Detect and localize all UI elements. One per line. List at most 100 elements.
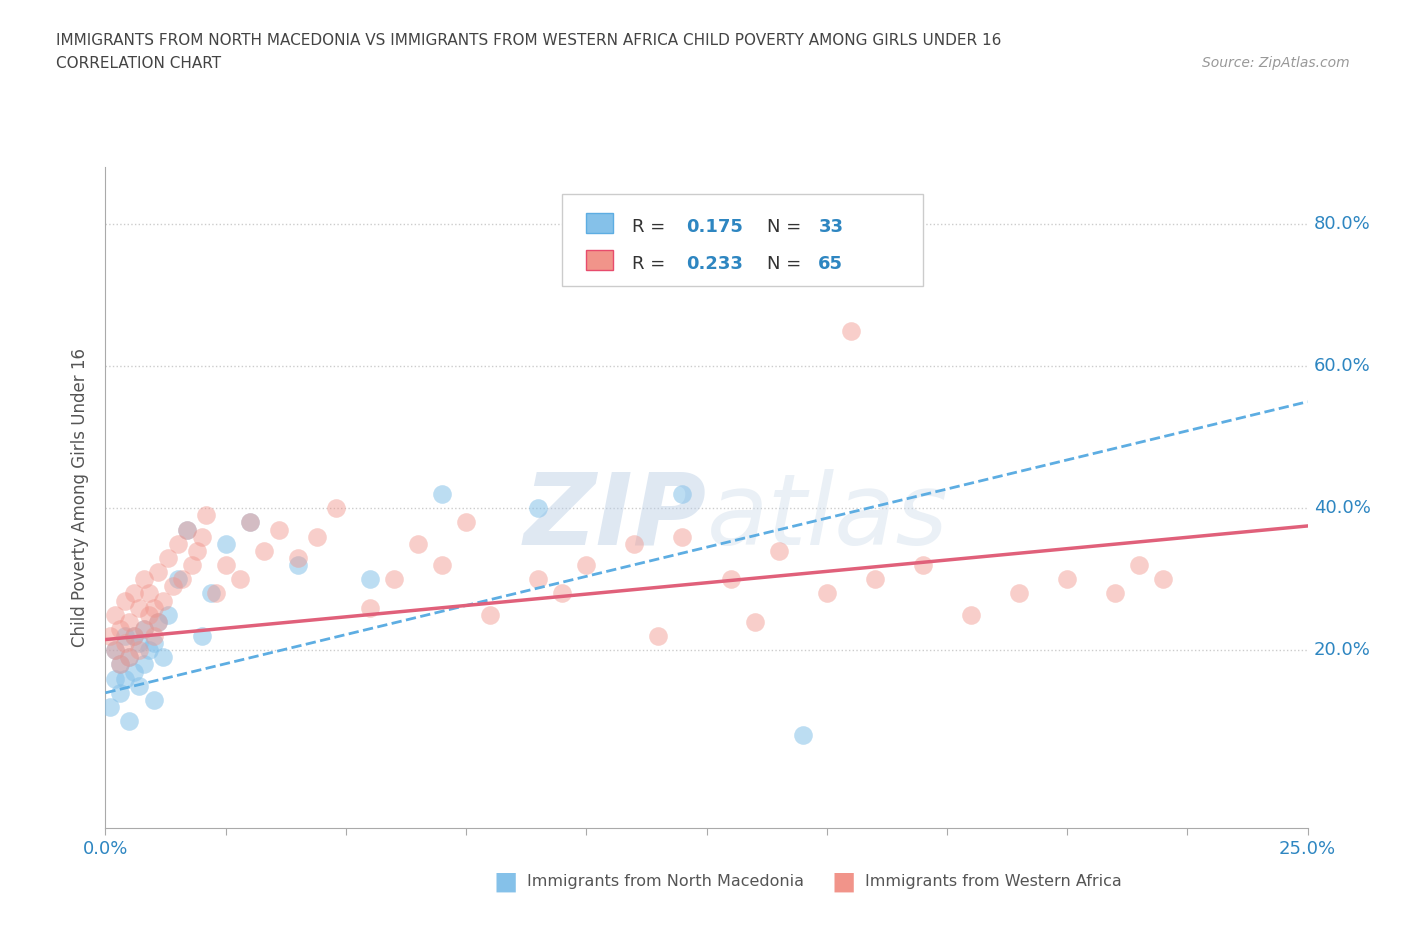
Point — [114, 593, 136, 608]
Text: 20.0%: 20.0% — [1313, 641, 1371, 659]
Point — [108, 685, 131, 700]
Text: 33: 33 — [818, 218, 844, 235]
Text: 60.0%: 60.0% — [1313, 357, 1371, 375]
Point — [148, 615, 170, 630]
Point — [406, 537, 429, 551]
Point — [911, 558, 934, 573]
Point — [214, 558, 236, 573]
Point — [454, 515, 477, 530]
Point — [623, 537, 645, 551]
Point — [142, 693, 165, 708]
Point — [479, 607, 502, 622]
Point — [128, 600, 150, 615]
Text: R =: R = — [631, 255, 671, 272]
Point — [142, 600, 165, 615]
Text: CORRELATION CHART: CORRELATION CHART — [56, 56, 221, 71]
Text: 0.175: 0.175 — [686, 218, 742, 235]
Point — [132, 657, 155, 671]
Point — [98, 629, 121, 644]
Point — [124, 664, 146, 679]
Text: atlas: atlas — [707, 469, 948, 565]
Text: IMMIGRANTS FROM NORTH MACEDONIA VS IMMIGRANTS FROM WESTERN AFRICA CHILD POVERTY : IMMIGRANTS FROM NORTH MACEDONIA VS IMMIG… — [56, 33, 1001, 47]
Point — [124, 629, 146, 644]
Point — [287, 551, 309, 565]
Point — [839, 324, 862, 339]
Text: 65: 65 — [818, 255, 844, 272]
Point — [142, 629, 165, 644]
Point — [671, 486, 693, 501]
Point — [118, 650, 141, 665]
Point — [128, 643, 150, 658]
Point — [181, 558, 204, 573]
Point — [382, 572, 405, 587]
Point — [118, 650, 141, 665]
Point — [305, 529, 328, 544]
Point — [132, 621, 155, 636]
Point — [815, 586, 838, 601]
Point — [359, 572, 381, 587]
Point — [267, 522, 290, 537]
Point — [1128, 558, 1150, 573]
Point — [132, 621, 155, 636]
Point — [205, 586, 228, 601]
Point — [114, 671, 136, 686]
Text: Source: ZipAtlas.com: Source: ZipAtlas.com — [1202, 56, 1350, 70]
Point — [239, 515, 262, 530]
Point — [118, 713, 141, 728]
Point — [214, 537, 236, 551]
Point — [128, 636, 150, 651]
Point — [527, 500, 550, 515]
Point — [152, 593, 174, 608]
Text: 40.0%: 40.0% — [1313, 499, 1371, 517]
Point — [176, 522, 198, 537]
Point — [527, 572, 550, 587]
Point — [98, 699, 121, 714]
FancyBboxPatch shape — [586, 213, 613, 233]
Point — [325, 500, 347, 515]
Point — [229, 572, 252, 587]
Point — [138, 586, 160, 601]
Point — [156, 607, 179, 622]
Point — [863, 572, 886, 587]
Point — [253, 543, 276, 558]
Point — [551, 586, 574, 601]
Text: R =: R = — [631, 218, 671, 235]
Point — [792, 728, 814, 743]
Text: ▪: ▪ — [494, 863, 519, 900]
Text: ▪: ▪ — [831, 863, 856, 900]
Point — [138, 607, 160, 622]
Point — [114, 629, 136, 644]
Point — [108, 621, 131, 636]
Point — [359, 600, 381, 615]
FancyBboxPatch shape — [562, 193, 922, 286]
Point — [575, 558, 598, 573]
Text: Immigrants from North Macedonia: Immigrants from North Macedonia — [527, 874, 804, 889]
Point — [200, 586, 222, 601]
Point — [104, 671, 127, 686]
Point — [142, 636, 165, 651]
Text: N =: N = — [766, 218, 807, 235]
Text: Immigrants from Western Africa: Immigrants from Western Africa — [865, 874, 1122, 889]
Point — [1056, 572, 1078, 587]
Point — [152, 650, 174, 665]
Point — [108, 657, 131, 671]
Y-axis label: Child Poverty Among Girls Under 16: Child Poverty Among Girls Under 16 — [72, 348, 90, 647]
Point — [176, 522, 198, 537]
Point — [104, 643, 127, 658]
Point — [114, 636, 136, 651]
Point — [1104, 586, 1126, 601]
Text: N =: N = — [766, 255, 807, 272]
Point — [190, 629, 212, 644]
Point — [148, 615, 170, 630]
Point — [128, 678, 150, 693]
Point — [166, 537, 188, 551]
Point — [132, 572, 155, 587]
Point — [148, 565, 170, 579]
Point — [647, 629, 669, 644]
Point — [104, 643, 127, 658]
Point — [124, 629, 146, 644]
Point — [138, 643, 160, 658]
Point — [124, 586, 146, 601]
Point — [186, 543, 208, 558]
Point — [108, 657, 131, 671]
